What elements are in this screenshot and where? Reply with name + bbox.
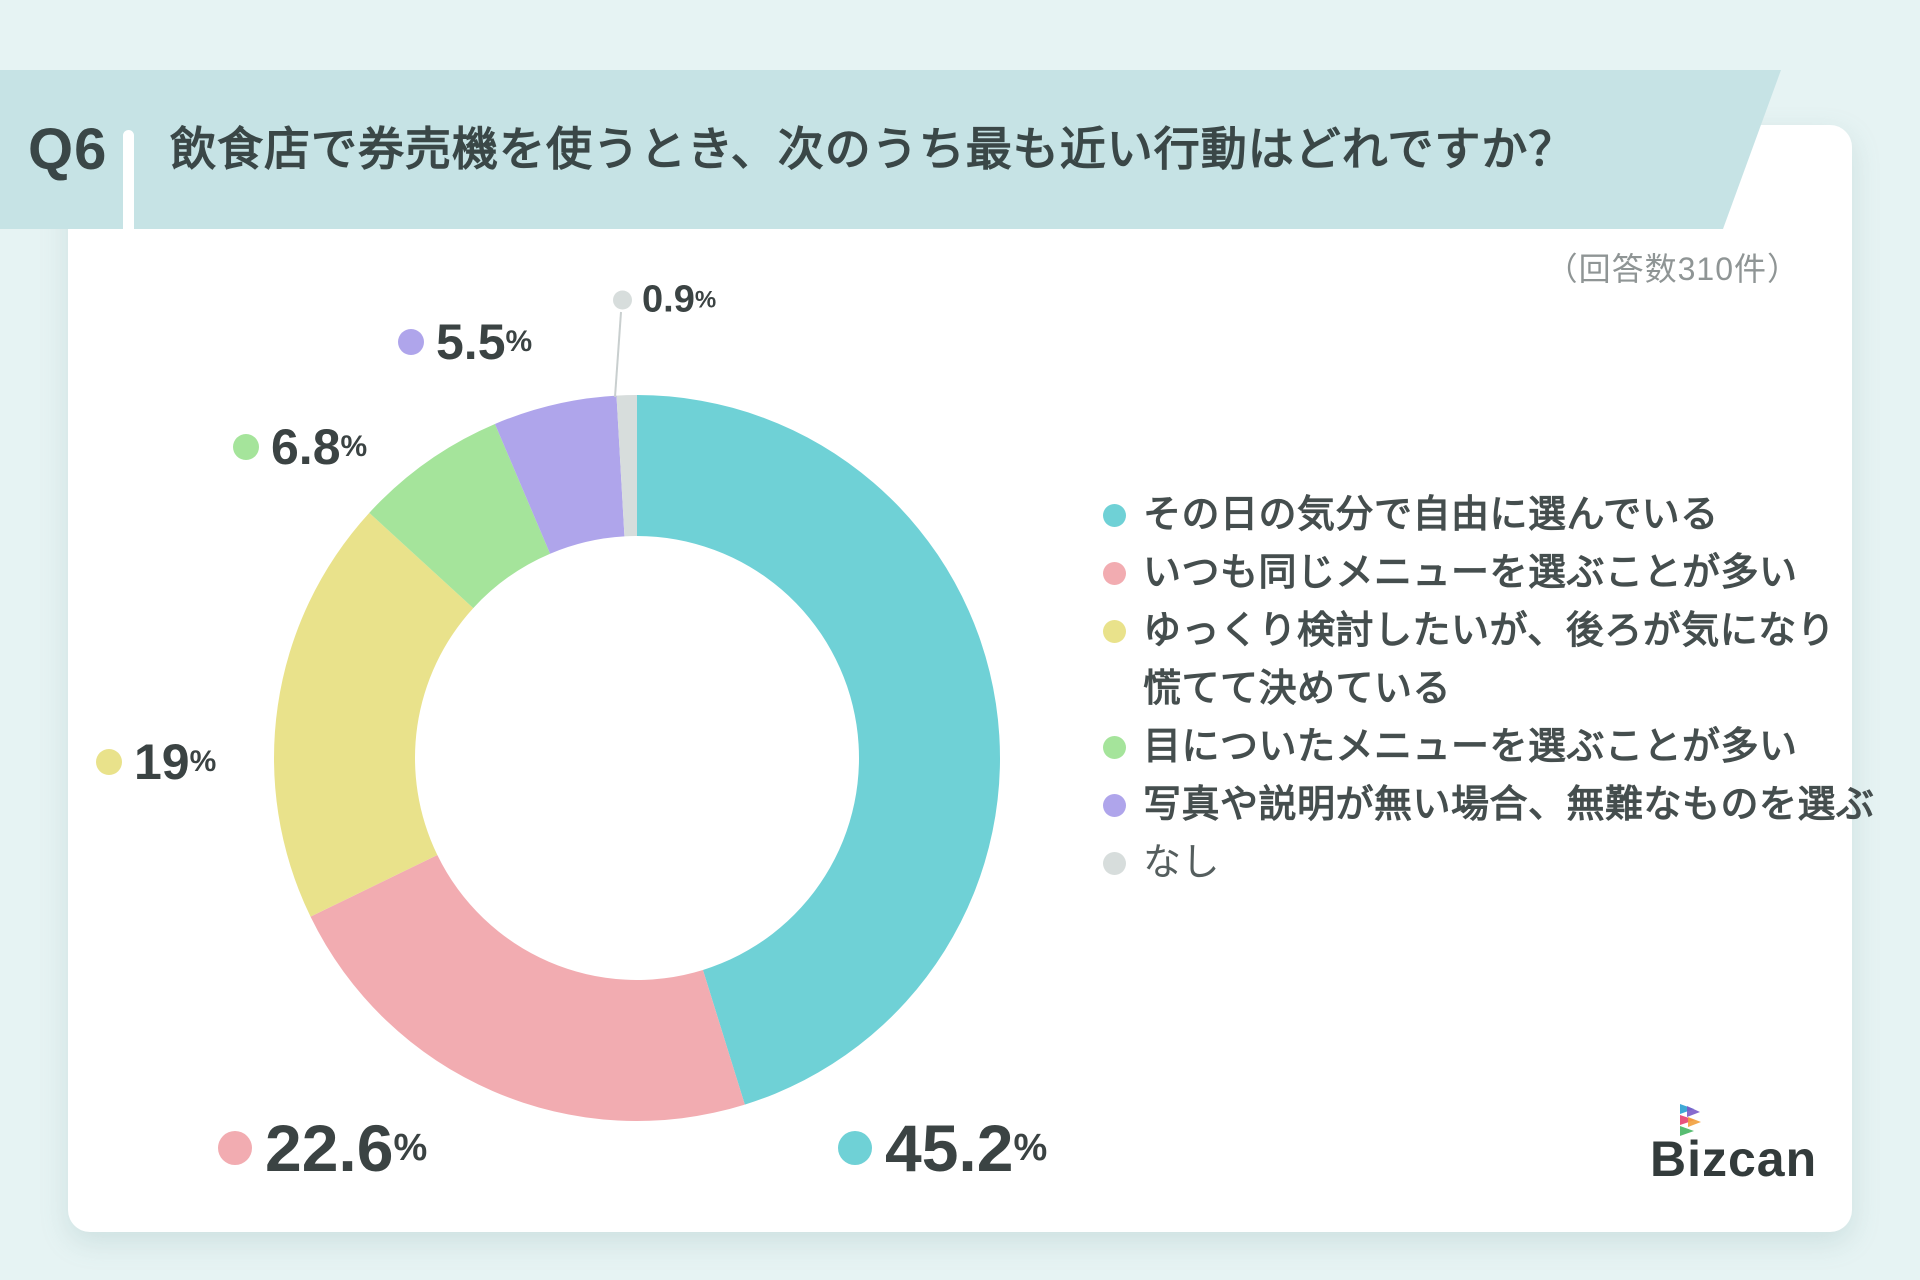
legend-dot-1 bbox=[1103, 562, 1126, 585]
legend-dot-5 bbox=[1103, 852, 1126, 875]
legend-label-0: その日の気分で自由に選んでいる bbox=[1143, 494, 1719, 536]
donut-segment-5 bbox=[616, 395, 637, 537]
percent-sign: % bbox=[505, 325, 533, 358]
callout-dot-green bbox=[233, 434, 259, 460]
callout-label-5-5: 5.5% bbox=[398, 313, 532, 371]
callout-value: 0.9 bbox=[642, 278, 695, 321]
callout-dot-yellow bbox=[96, 749, 122, 775]
callout-dot-teal bbox=[838, 1131, 872, 1165]
legend-item-2: ゆっくり検討したいが、後ろが気になり 慌てて決めている bbox=[1103, 602, 1875, 718]
percent-sign: % bbox=[340, 430, 368, 463]
header-divider bbox=[123, 130, 134, 229]
callout-dot-pink bbox=[218, 1131, 252, 1165]
legend-item-0: その日の気分で自由に選んでいる bbox=[1103, 486, 1875, 544]
legend-item-3: 目についたメニューを選ぶことが多い bbox=[1103, 718, 1875, 776]
donut-segment-4 bbox=[494, 395, 625, 554]
legend-dot-2 bbox=[1103, 620, 1126, 643]
legend-label-2: ゆっくり検討したいが、後ろが気になり 慌てて決めている bbox=[1143, 610, 1836, 710]
callout-label-45-2: 45.2% bbox=[838, 1110, 1047, 1186]
callout-value: 6.8 bbox=[271, 419, 341, 475]
donut-segment-0 bbox=[637, 395, 1000, 1105]
legend-dot-3 bbox=[1103, 736, 1126, 759]
legend-label-5: なし bbox=[1143, 842, 1221, 884]
legend-label-4: 写真や説明が無い場合、無難なものを選ぶ bbox=[1143, 784, 1875, 826]
callout-dot-purple bbox=[398, 329, 424, 355]
callout-dot-gray bbox=[613, 290, 632, 310]
callout-label-6-8: 6.8% bbox=[233, 418, 367, 476]
question-title: 飲食店で券売機を使うとき、次のうち最も近い行動はどれですか？ bbox=[170, 123, 1576, 175]
callout-leader-line bbox=[614, 311, 622, 398]
question-number: Q6 bbox=[28, 117, 108, 182]
percent-sign: % bbox=[393, 1126, 428, 1169]
legend-label-1: いつも同じメニューを選ぶことが多い bbox=[1143, 552, 1798, 594]
legend-label-3: 目についたメニューを選ぶことが多い bbox=[1143, 726, 1798, 768]
header-band bbox=[0, 70, 1781, 229]
callout-value: 19 bbox=[134, 734, 190, 790]
legend-item-4: 写真や説明が無い場合、無難なものを選ぶ bbox=[1103, 776, 1875, 834]
legend-dot-4 bbox=[1103, 794, 1126, 817]
callout-label-0-9: 0.9% bbox=[613, 279, 716, 322]
donut-segment-1 bbox=[310, 855, 745, 1121]
callout-label-22-6: 22.6% bbox=[218, 1110, 427, 1186]
chart-legend: その日の気分で自由に選んでいるいつも同じメニューを選ぶことが多いゆっくり検討した… bbox=[1103, 486, 1875, 892]
bizcan-logo: Bizcan bbox=[1650, 1104, 1850, 1188]
bizcan-logo-text: Bizcan bbox=[1650, 1131, 1818, 1187]
donut-segment-3 bbox=[369, 423, 551, 609]
callout-value: 5.5 bbox=[436, 314, 506, 370]
percent-sign: % bbox=[189, 745, 217, 778]
legend-item-1: いつも同じメニューを選ぶことが多い bbox=[1103, 544, 1875, 602]
percent-sign: % bbox=[694, 286, 717, 313]
donut-segment-2 bbox=[274, 512, 474, 917]
legend-item-5: なし bbox=[1103, 834, 1875, 892]
legend-dot-0 bbox=[1103, 504, 1126, 527]
callout-value: 22.6 bbox=[265, 1111, 394, 1185]
callout-value: 45.2 bbox=[885, 1111, 1014, 1185]
percent-sign: % bbox=[1013, 1126, 1048, 1169]
response-count-note: （回答数310件） bbox=[1545, 251, 1800, 287]
callout-label-19: 19% bbox=[96, 733, 216, 791]
bizcan-logo-icon bbox=[1680, 1104, 1701, 1136]
